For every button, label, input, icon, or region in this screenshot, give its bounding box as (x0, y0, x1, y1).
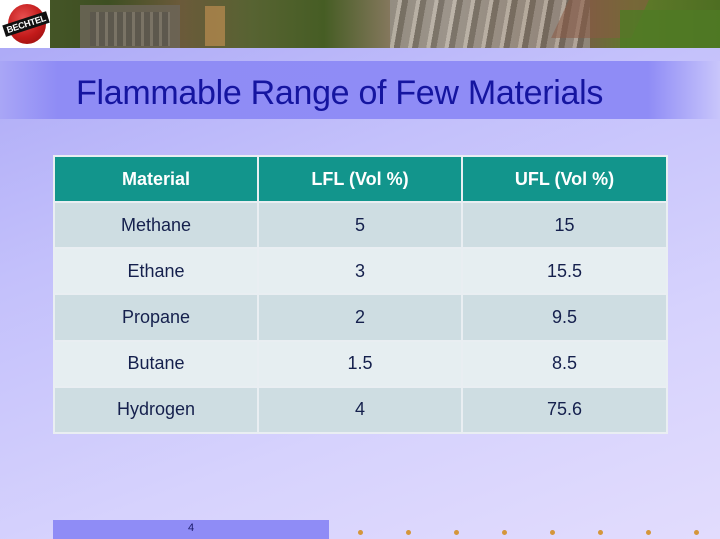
column-header-ufl: UFL (Vol %) (461, 155, 668, 203)
cell-material: Ethane (53, 247, 259, 296)
dot-icon (646, 530, 651, 535)
cell-lfl: 4 (257, 385, 463, 435)
flammable-range-table: Material LFL (Vol %) UFL (Vol %) Methane… (53, 155, 668, 435)
column-header-lfl: LFL (Vol %) (257, 155, 463, 203)
cell-material: Methane (53, 200, 259, 250)
title-bar (0, 61, 720, 119)
table-row: Hydrogen 4 75.6 (53, 385, 668, 435)
table-row: Propane 2 9.5 (53, 293, 668, 342)
banner-wall (205, 6, 225, 46)
cell-lfl: 1.5 (257, 339, 463, 388)
slide-title: Flammable Range of Few Materials (76, 74, 604, 112)
column-header-material: Material (53, 155, 259, 203)
header-banner-photo (0, 0, 720, 48)
cell-material: Propane (53, 293, 259, 342)
dot-icon (454, 530, 459, 535)
cell-ufl: 8.5 (461, 339, 668, 388)
table-row: Ethane 3 15.5 (53, 247, 668, 296)
dot-icon (598, 530, 603, 535)
banner-grass (620, 10, 720, 48)
dot-icon (406, 530, 411, 535)
footer-dot-row (355, 530, 705, 536)
cell-material: Butane (53, 339, 259, 388)
dot-icon (358, 530, 363, 535)
cell-lfl: 3 (257, 247, 463, 296)
table-header-row: Material LFL (Vol %) UFL (Vol %) (53, 155, 668, 203)
dot-icon (694, 530, 699, 535)
cell-ufl: 15 (461, 200, 668, 250)
bechtel-logo: BECHTEL (0, 0, 50, 48)
cell-lfl: 2 (257, 293, 463, 342)
cell-ufl: 9.5 (461, 293, 668, 342)
table-row: Methane 5 15 (53, 200, 668, 250)
cell-lfl: 5 (257, 200, 463, 250)
cell-ufl: 15.5 (461, 247, 668, 296)
dot-icon (550, 530, 555, 535)
dot-icon (502, 530, 507, 535)
table-row: Butane 1.5 8.5 (53, 339, 668, 388)
cell-ufl: 75.6 (461, 385, 668, 435)
page-number-box: 4 (53, 520, 329, 539)
banner-structure-detail (90, 12, 170, 46)
cell-material: Hydrogen (53, 385, 259, 435)
page-number: 4 (187, 522, 195, 534)
